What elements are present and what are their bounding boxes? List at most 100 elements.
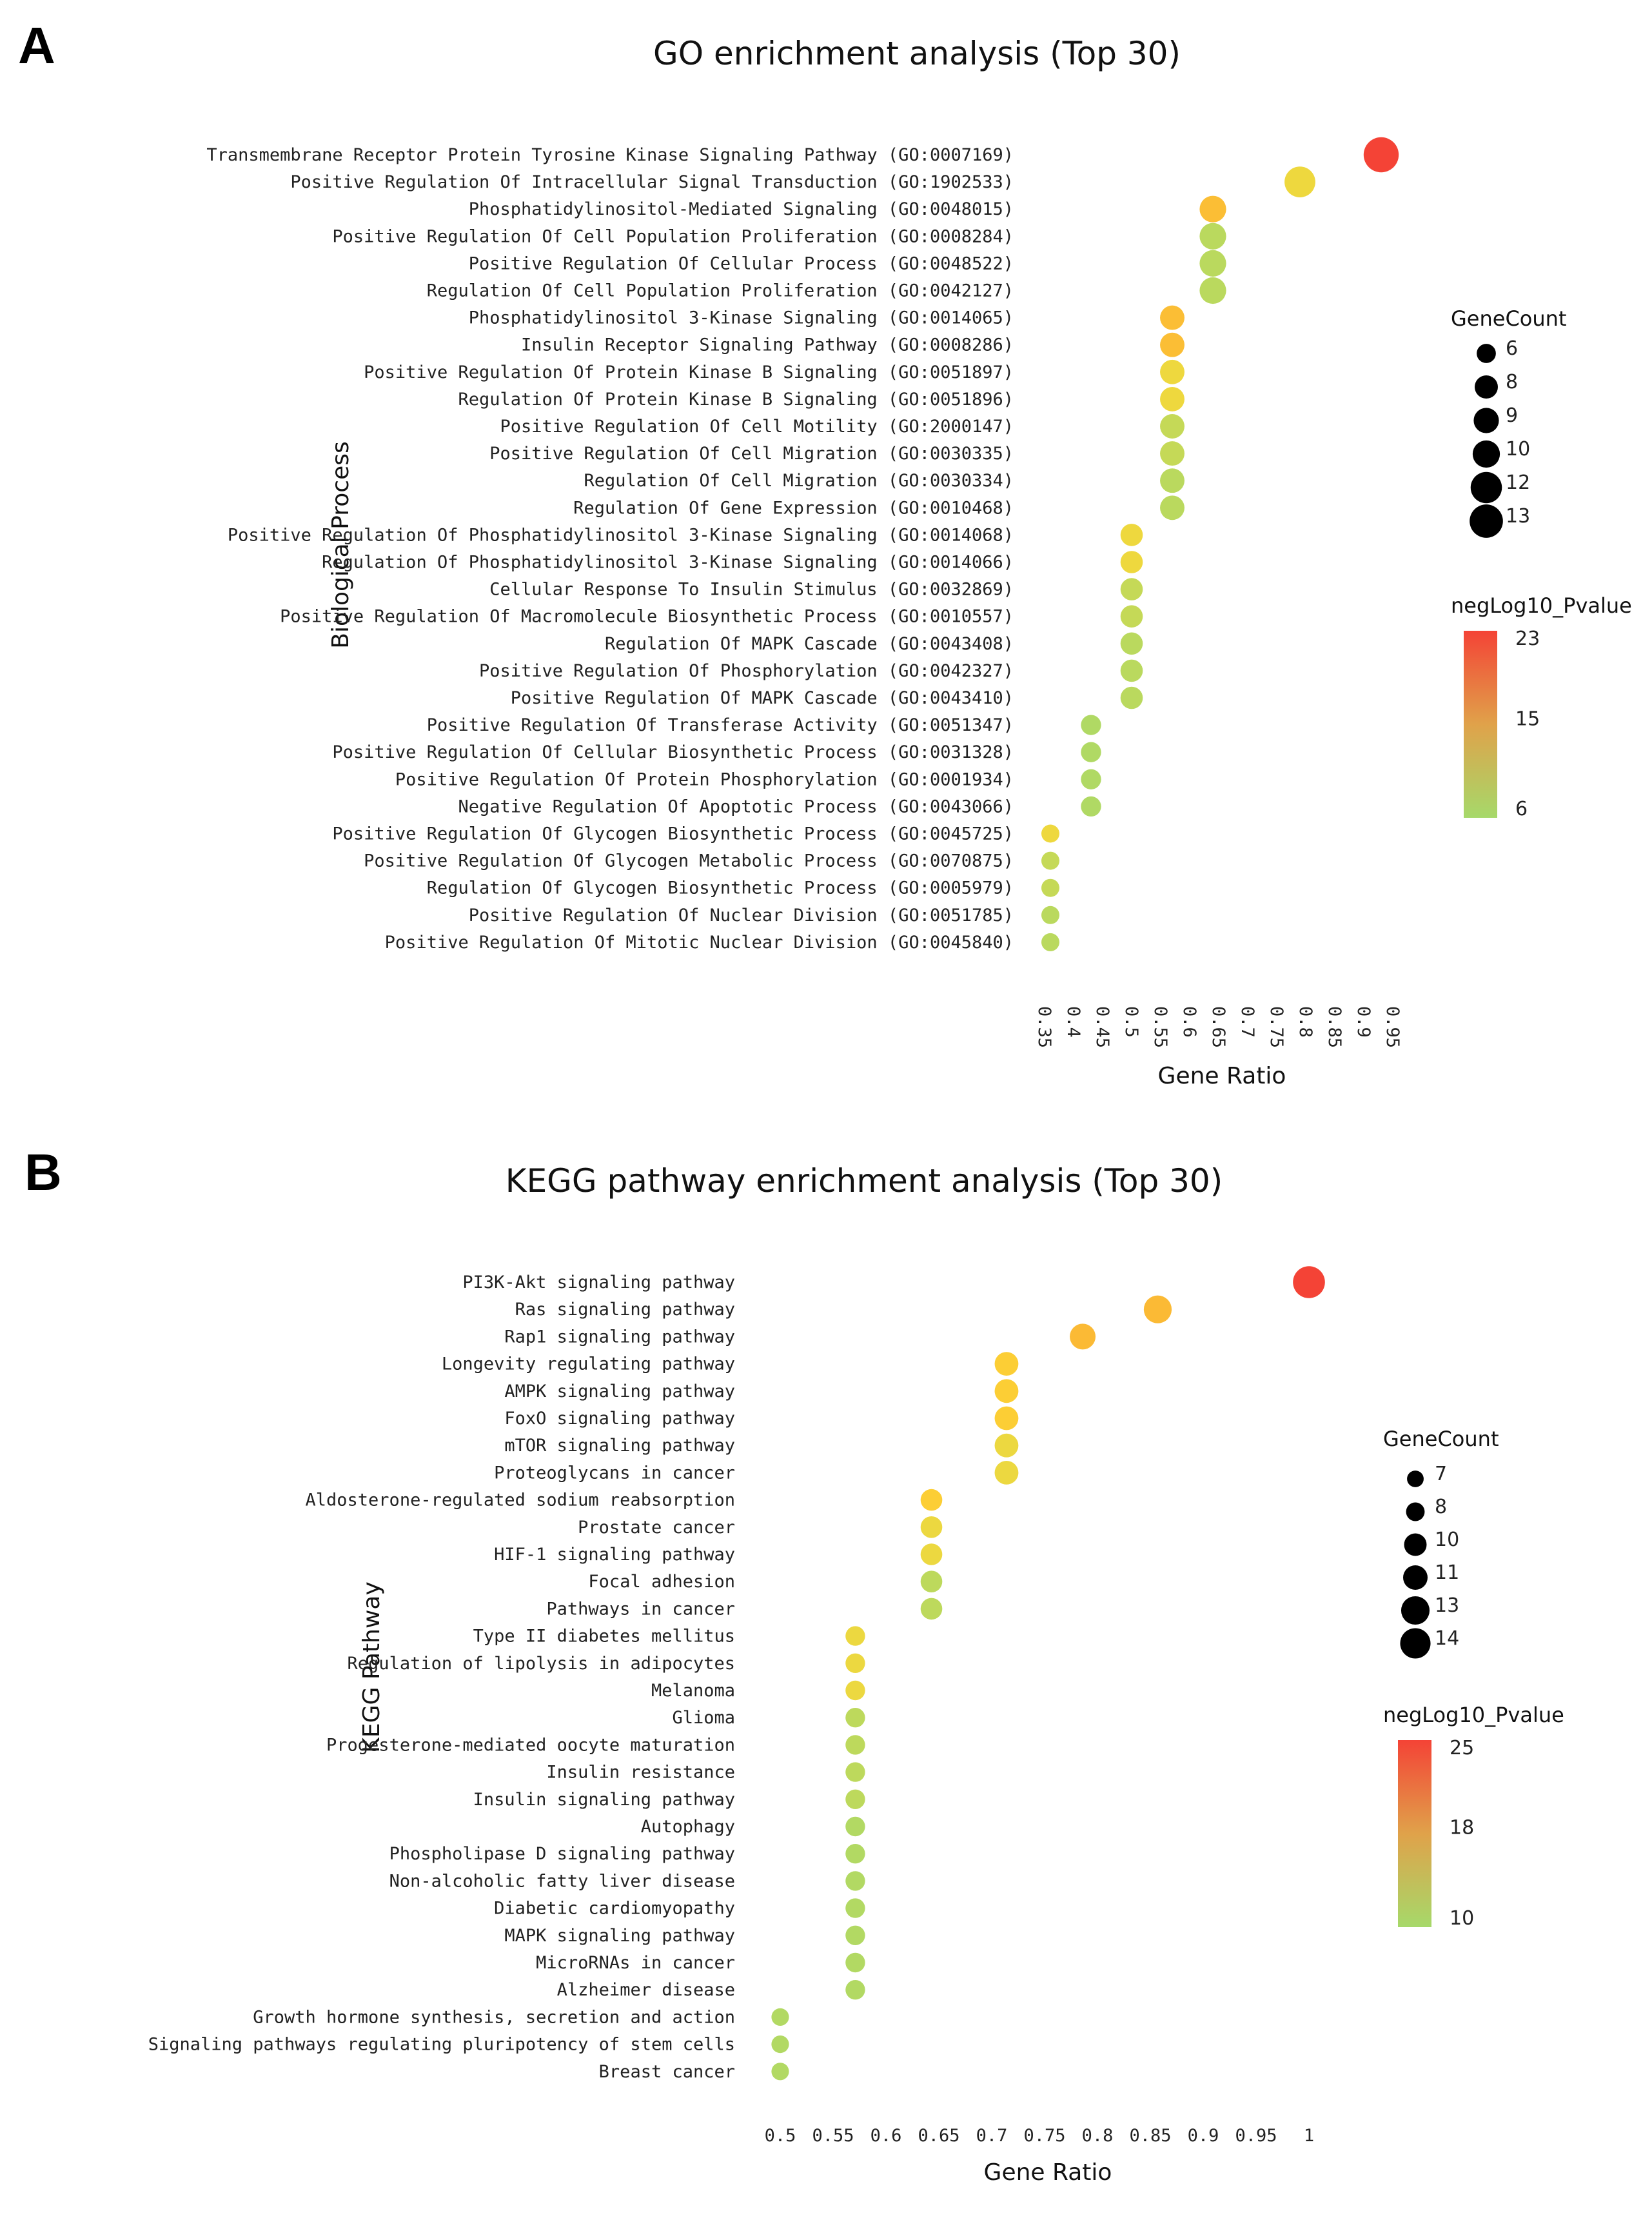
panel-letter-a: A [18, 17, 55, 74]
data-point [1143, 1295, 1172, 1323]
term-label: Positive Regulation Of Cellular Biosynth… [332, 742, 1014, 762]
data-point [920, 1570, 943, 1592]
x-tick-label: 0.8 [1295, 1006, 1315, 1038]
go-color-legend-ticks: 23 15 6 [1515, 628, 1540, 820]
data-point [771, 2063, 789, 2081]
data-point [845, 1735, 865, 1755]
data-point [845, 1708, 865, 1728]
data-point [1120, 632, 1143, 655]
data-point [1199, 250, 1226, 277]
term-label: Phosphatidylinositol-Mediated Signaling … [469, 199, 1014, 219]
data-point [920, 1543, 943, 1565]
data-point [920, 1489, 943, 1511]
size-legend-dot [1474, 375, 1499, 399]
term-label: Positive Regulation Of Cell Population P… [332, 226, 1014, 246]
data-point [1199, 223, 1226, 250]
x-tick-label: 0.95 [1235, 2126, 1277, 2146]
term-label: Aldosterone-regulated sodium reabsorptio… [306, 1490, 735, 1510]
kegg-x-ticks: 0.5 0.55 0.6 0.65 0.7 0.75 0.8 0.85 0.9 0.95 1 [765, 2126, 1315, 2146]
size-legend-label: 8 [1506, 371, 1518, 393]
x-tick-label: 0.9 [1188, 2126, 1219, 2146]
x-tick-label: 0.7 [976, 2126, 1008, 2146]
go-size-legend-title: GeneCount [1451, 306, 1566, 331]
size-legend-label: 13 [1506, 505, 1530, 528]
size-legend-dot [1400, 1628, 1431, 1659]
term-label: Positive Regulation Of Protein Kinase B … [364, 362, 1014, 382]
term-label: Ras signaling pathway [515, 1300, 735, 1320]
term-label: Regulation Of MAPK Cascade (GO:0043408) [605, 634, 1014, 654]
size-legend-label: 13 [1435, 1594, 1459, 1617]
x-tick-label: 0.5 [765, 2126, 796, 2146]
data-point [1081, 742, 1101, 762]
size-legend-label: 14 [1435, 1627, 1459, 1650]
kegg-size-legend-title: GeneCount [1383, 1427, 1499, 1451]
data-point [1120, 524, 1143, 546]
panel-a-go-chart: A GO enrichment analysis (Top 30) Biolog… [18, 17, 1632, 1089]
data-point [845, 1680, 865, 1701]
size-legend-label: 10 [1435, 1529, 1459, 1551]
data-point [845, 1925, 865, 1945]
term-label: Positive Regulation Of Macromolecule Bio… [280, 607, 1014, 627]
size-legend-dot [1403, 1565, 1428, 1590]
size-legend-dot [1473, 408, 1499, 433]
data-point [1160, 386, 1185, 411]
term-label: Regulation Of Protein Kinase B Signaling… [458, 390, 1014, 410]
data-point [771, 2035, 789, 2054]
data-point [1199, 277, 1226, 304]
x-tick-label: 1 [1304, 2126, 1314, 2146]
data-point [845, 1898, 865, 1918]
data-point [1363, 137, 1399, 173]
term-label: mTOR signaling pathway [504, 1436, 735, 1456]
term-label: Positive Regulation Of Glycogen Metaboli… [364, 851, 1014, 871]
kegg-color-bar [1398, 1740, 1431, 1927]
term-label: Proteoglycans in cancer [494, 1463, 735, 1483]
x-tick-label: 0.85 [1324, 1006, 1344, 1048]
data-point [1199, 195, 1226, 223]
x-tick-label: 0.4 [1063, 1006, 1083, 1038]
data-point [920, 1516, 943, 1538]
kegg-y-axis-title: KEGG Pathway [359, 1581, 385, 1752]
term-label: Regulation Of Phosphatidylinositol 3-Kin… [322, 553, 1014, 573]
data-point [845, 1871, 865, 1891]
color-legend-label: 10 [1450, 1907, 1474, 1930]
size-legend-label: 9 [1506, 404, 1518, 427]
size-legend-dot [1470, 504, 1503, 538]
data-point [1070, 1323, 1096, 1350]
x-tick-label: 0.65 [1208, 1006, 1228, 1048]
term-label: Autophagy [641, 1817, 735, 1837]
color-legend-label: 18 [1450, 1816, 1474, 1839]
term-label: Pathways in cancer [546, 1599, 735, 1619]
term-label: Positive Regulation Of MAPK Cascade (GO:… [511, 688, 1014, 708]
term-label: Positive Regulation Of Nuclear Division … [469, 906, 1014, 926]
kegg-chart-title: KEGG pathway enrichment analysis (Top 30… [506, 1162, 1223, 1200]
data-point [1160, 495, 1185, 520]
term-label: Positive Regulation Of Cell Motility (GO… [500, 417, 1014, 437]
kegg-term-labels: PI3K-Akt signaling pathway Ras signaling … [148, 1272, 735, 2082]
kegg-points [771, 1266, 1325, 2081]
go-color-legend-title: negLog10_Pvalue [1451, 593, 1632, 618]
x-tick-label: 0.95 [1382, 1006, 1402, 1048]
data-point [994, 1461, 1019, 1485]
data-point [1041, 878, 1059, 897]
term-label: PI3K-Akt signaling pathway [462, 1272, 735, 1292]
data-point [1160, 441, 1185, 466]
term-label: MAPK signaling pathway [504, 1926, 735, 1946]
kegg-x-axis-title: Gene Ratio [984, 2159, 1112, 2186]
term-label: Regulation of lipolysis in adipocytes [348, 1654, 735, 1674]
term-label: Positive Regulation Of Phosphatidylinosi… [228, 525, 1014, 545]
data-point [1160, 468, 1185, 493]
color-legend-label: 15 [1515, 708, 1540, 730]
data-point [1081, 715, 1101, 735]
term-label: Alzheimer disease [557, 1980, 735, 2000]
data-point [1041, 851, 1059, 870]
data-point [920, 1598, 943, 1620]
go-chart-title: GO enrichment analysis (Top 30) [653, 35, 1181, 72]
term-label: Positive Regulation Of Cell Migration (G… [489, 444, 1014, 464]
kegg-color-legend-ticks: 25 18 10 [1450, 1737, 1474, 1930]
data-point [1120, 578, 1143, 600]
go-color-bar [1464, 631, 1497, 818]
data-point [1120, 659, 1143, 682]
data-point [994, 1352, 1019, 1376]
term-label: Regulation Of Gene Expression (GO:001046… [573, 498, 1014, 518]
